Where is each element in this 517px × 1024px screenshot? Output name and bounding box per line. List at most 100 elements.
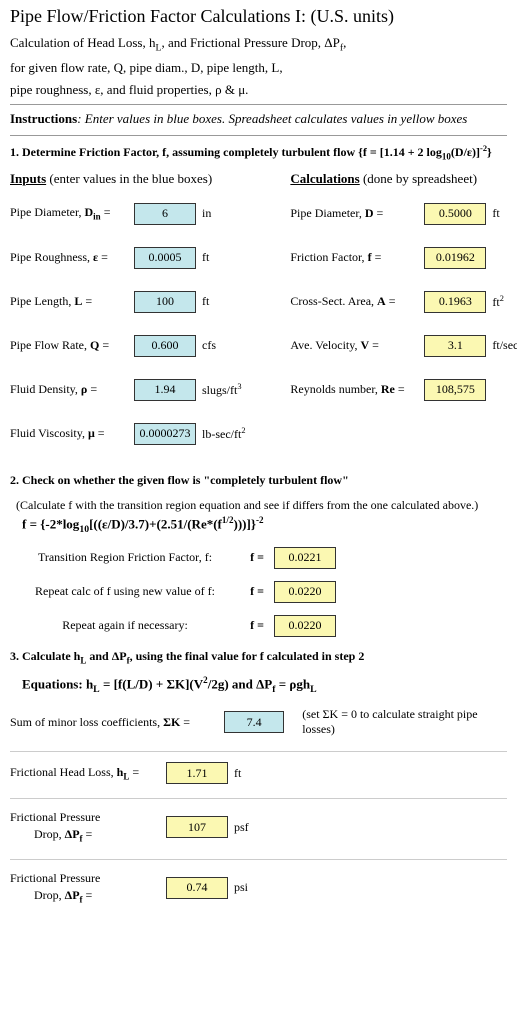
row-dp-psf: Frictional Pressure Drop, ΔPf = 107 psf (10, 809, 507, 845)
label: Fluid Density, ρ = (10, 383, 128, 396)
unit: ft (492, 206, 499, 221)
txt: Ave. Velocity, (290, 338, 360, 352)
sym: ΔP (65, 888, 80, 902)
txt: 3. Calculate h (10, 649, 80, 663)
row-dp-psi: Frictional Pressure Drop, ΔPf = 0.74 psi (10, 870, 507, 906)
input-roughness[interactable]: 0.0005 (134, 247, 196, 269)
label: Frictional Pressure Drop, ΔPf = (10, 870, 160, 906)
txt: Drop, (34, 888, 65, 902)
unit: ft (234, 766, 241, 781)
txt: f = {-2*log (22, 516, 79, 531)
sup: -2 (480, 144, 487, 153)
eq: = (386, 294, 396, 308)
input-flowrate[interactable]: 0.600 (134, 335, 196, 357)
eq: = (95, 426, 105, 440)
input-row-flowrate: Pipe Flow Rate, Q = 0.600 cfs (10, 333, 278, 359)
unit: ft (202, 250, 209, 265)
eq: = (129, 765, 139, 779)
txt: Pipe Length, (10, 294, 74, 308)
calc-row-velocity: Ave. Velocity, V = 3.1 ft/sec (290, 333, 517, 359)
txt: Frictional Pressure (10, 810, 100, 824)
calc-dp-psi: 0.74 (166, 877, 228, 899)
calc-diameter: 0.5000 (424, 203, 486, 225)
txt: (done by spreadsheet) (360, 171, 477, 186)
eq: = (82, 294, 92, 308)
unit: ft2 (492, 294, 504, 310)
instructions: Instructions: Enter values in blue boxes… (10, 111, 507, 127)
label: Sum of minor loss coefficients, ΣK = (10, 715, 218, 730)
unit: lb-sec/ft2 (202, 426, 246, 442)
sym: μ (88, 426, 95, 440)
row-headloss: Frictional Head Loss, hL = 1.71 ft (10, 762, 507, 784)
label: Frictional Pressure Drop, ΔPf = (10, 809, 160, 845)
label: Fluid Viscosity, μ = (10, 427, 128, 440)
input-row-diameter: Pipe Diameter, Din = 6 in (10, 201, 278, 227)
eq: = (83, 888, 93, 902)
label: Cross-Sect. Area, A = (290, 295, 418, 308)
inputs-heading: Inputs (enter values in the blue boxes) (10, 171, 278, 187)
txt: Reynolds number, (290, 382, 381, 396)
sym: Re (381, 382, 395, 396)
eq: = (374, 206, 384, 220)
eq: = (83, 827, 93, 841)
txt: [((ε/D)/3.7)+(2.51/(Re*(f (89, 516, 222, 531)
sym: Q (90, 338, 99, 352)
input-row-density: Fluid Density, ρ = 1.94 slugs/ft3 (10, 377, 278, 403)
label: Pipe Diameter, D = (290, 207, 418, 220)
txt: Pipe Diameter, (290, 206, 365, 220)
unit: cfs (202, 338, 216, 353)
calc-row-diameter: Pipe Diameter, D = 0.5000 ft (290, 201, 517, 227)
label: Repeat calc of f using new value of f: (10, 584, 240, 599)
calc-f-iter3: 0.0220 (274, 615, 336, 637)
header-line-2: for given flow rate, Q, pipe diam., D, p… (10, 60, 507, 76)
sym: D (85, 205, 94, 219)
txt: Friction Factor, (290, 250, 367, 264)
input-density[interactable]: 1.94 (134, 379, 196, 401)
divider (10, 751, 507, 752)
txt: )))]} (234, 516, 256, 531)
txt: Calculation of Head Loss, h (10, 35, 156, 50)
header-line-1: Calculation of Head Loss, hL, and Fricti… (10, 35, 507, 54)
eq: = (369, 338, 379, 352)
header-line-3: pipe roughness, ε, and fluid properties,… (10, 82, 507, 98)
eq: = (395, 382, 405, 396)
txt: ft (492, 295, 499, 309)
sub: 10 (442, 151, 451, 161)
eq: = (101, 205, 111, 219)
txt: Frictional Head Loss, (10, 765, 117, 779)
iter-row-1: Transition Region Friction Factor, f: f … (10, 547, 507, 569)
input-viscosity[interactable]: 0.0000273 (134, 423, 196, 445)
txt: , and Frictional Pressure Drop, ΔP (161, 35, 339, 50)
txt: Cross-Sect. Area, (290, 294, 377, 308)
txt: Fluid Density, (10, 382, 81, 396)
input-row-viscosity: Fluid Viscosity, μ = 0.0000273 lb-sec/ft… (10, 421, 278, 447)
txt: Pipe Diameter, (10, 205, 85, 219)
input-diameter[interactable]: 6 (134, 203, 196, 225)
txt: , (343, 35, 346, 50)
unit: in (202, 206, 211, 221)
input-sumk[interactable]: 7.4 (224, 711, 284, 733)
eq: = (99, 338, 109, 352)
calc-reynolds: 108,575 (424, 379, 486, 401)
section-3-equations: Equations: hL = [f(L/D) + ΣK](V2/2g) and… (22, 675, 507, 695)
section-2-equation: f = {-2*log10[((ε/D)/3.7)+(2.51/(Re*(f1/… (22, 515, 507, 535)
divider (10, 798, 507, 799)
txt: and ΔP (86, 649, 126, 663)
txt: Pipe Roughness, (10, 250, 93, 264)
section-2-head: 2. Check on whether the given flow is "c… (10, 473, 507, 488)
divider (10, 104, 507, 105)
txt: Frictional Pressure (10, 871, 100, 885)
eq: f = (240, 584, 268, 599)
label: Pipe Diameter, Din = (10, 206, 128, 222)
txt: = ρgh (275, 677, 310, 692)
txt: (enter values in the blue boxes) (46, 171, 212, 186)
unit: psf (234, 820, 249, 835)
instr-bold: Instructions (10, 111, 77, 126)
sup: 1/2 (222, 515, 234, 525)
txt: 1. Determine Friction Factor, f, assumin… (10, 145, 442, 159)
input-length[interactable]: 100 (134, 291, 196, 313)
calculations-heading: Calculations (done by spreadsheet) (290, 171, 517, 187)
txt: Equations: h (22, 677, 93, 692)
section-2-note: (Calculate f with the transition region … (16, 498, 507, 513)
sym: ΣK (163, 715, 180, 729)
